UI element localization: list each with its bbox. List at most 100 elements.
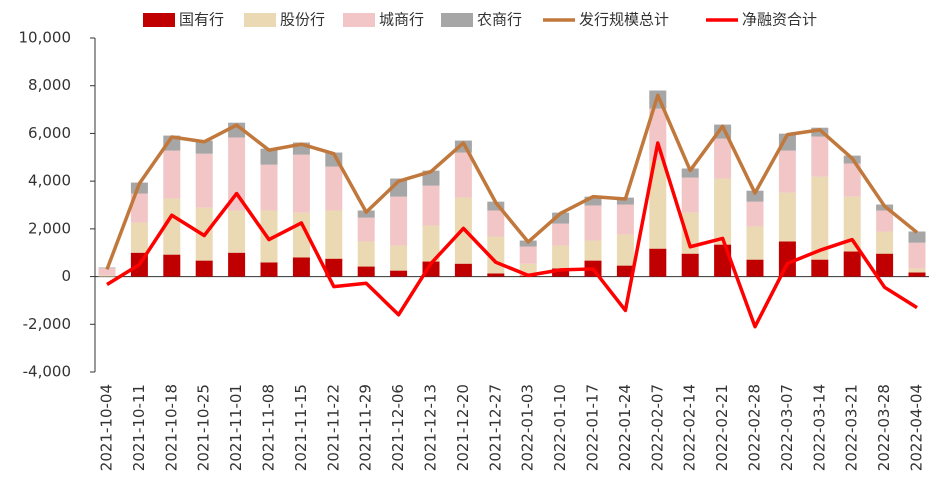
bar-segment [325,166,343,211]
bar-segment [552,268,570,277]
x-tick-label: 2021-11-08 [260,384,278,471]
bar-segment [390,245,408,271]
bar-segment [681,212,699,254]
bar-segment [195,260,213,277]
bar-segment [390,196,408,246]
x-tick-label: 2022-01-03 [519,384,537,471]
bar-segment [616,265,634,277]
bar-segment [228,252,246,277]
bar-segment [454,263,472,277]
x-tick-label: 2022-02-07 [648,384,666,471]
bar-segment [649,248,667,277]
bar-segment [487,273,505,277]
bar-segment [552,212,570,224]
legend-swatch [441,13,473,27]
bar-segment [260,210,278,263]
bar-segment [163,198,181,255]
x-tick-label: 2022-03-14 [810,384,828,471]
bar-segment [811,176,829,260]
bar-segment [195,153,213,208]
bar-segment [130,193,148,223]
x-tick-label: 2022-03-07 [778,384,796,471]
bar-segment [260,262,278,277]
bar-segment [908,272,926,277]
bar-segment [843,163,861,197]
bar-segment [746,201,764,227]
bar-segment [519,263,537,276]
y-tick-label: 8,000 [28,76,71,94]
bar-segment [487,201,505,211]
bar-segment [325,258,343,277]
bar-segment [98,275,116,277]
bar-segment [746,226,764,260]
x-tick-label: 2021-10-11 [130,384,148,471]
bar-segment [584,240,602,261]
bar-segment [811,136,829,177]
bar-segment [163,254,181,277]
bar-segment [228,137,246,211]
legend-label: 净融资合计 [742,11,817,29]
bar-segment [292,257,310,277]
x-tick-label: 2021-12-20 [454,384,472,471]
legend-swatch [244,13,276,27]
x-tick-label: 2022-04-04 [908,384,926,471]
bar-segment [163,150,181,199]
bar-segment [876,210,894,232]
x-tick-label: 2022-01-17 [584,384,602,471]
bar-segment [746,190,764,202]
x-tick-label: 2022-01-10 [551,384,569,471]
bar-segment [616,204,634,235]
x-tick-label: 2022-02-21 [713,384,731,471]
bar-segment [228,210,246,253]
bar-segment [616,234,634,266]
bar-segment [778,241,796,277]
x-tick-label: 2021-11-22 [324,384,342,471]
bar-segment [778,133,796,151]
y-tick-label: 2,000 [28,219,71,237]
bar-segment [195,140,213,154]
bar-segment [746,259,764,277]
legend-swatch [343,13,375,27]
bar-segment [292,154,310,213]
bar-segment [908,268,926,273]
bar-segment [390,270,408,277]
y-tick-label: 0 [61,267,71,285]
bar-segment [357,210,375,218]
bar-segment [260,164,278,211]
bar-segment [843,196,861,252]
bar-segment [422,225,440,262]
bar-segment [843,251,861,277]
bar-segment [649,160,667,249]
bar-segment [357,266,375,277]
legend-label: 城商行 [379,11,424,29]
bar-segment [519,246,537,264]
bar-segment [649,108,667,161]
x-tick-label: 2021-11-29 [357,384,375,471]
bar-segment [714,178,732,245]
x-tick-label: 2022-03-28 [875,384,893,471]
legend-label: 国有行 [179,11,224,29]
bar-segment [908,231,926,243]
x-tick-label: 2021-10-25 [195,384,213,471]
y-tick-label: -2,000 [23,315,71,333]
legend-label: 农商行 [477,11,522,29]
x-tick-label: 2021-12-06 [389,384,407,471]
bar-segment [98,268,116,276]
x-tick-label: 2022-01-24 [616,384,634,471]
y-tick-label: 6,000 [28,124,71,142]
x-tick-label: 2022-02-14 [681,384,699,471]
bar-segment [130,222,148,253]
bar-segment [681,168,699,178]
y-tick-label: 4,000 [28,172,71,190]
bar-segment [325,210,343,259]
x-tick-label: 2022-03-21 [843,384,861,471]
legend-label: 股份行 [280,11,325,29]
legend-label: 发行规模总计 [579,11,669,29]
bar-segment [908,242,926,269]
bar-segment [260,148,278,165]
bar-segment [778,150,796,193]
line [106,141,918,329]
bar-segment [811,259,829,277]
bar-segment [552,245,570,269]
